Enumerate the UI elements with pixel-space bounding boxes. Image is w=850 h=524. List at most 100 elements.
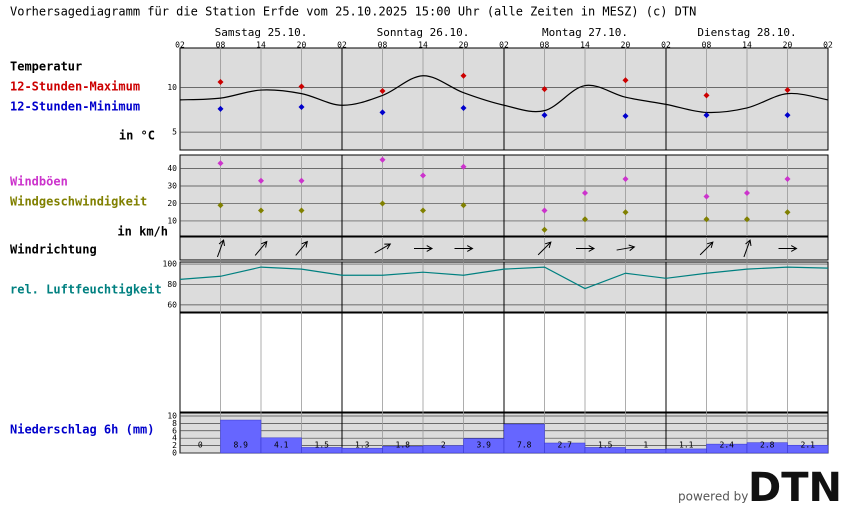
point (298, 83, 305, 90)
wind-arrow (743, 239, 752, 258)
bar-label: 1 (643, 441, 648, 450)
legend-speed: Windgeschwindigkeit (10, 195, 147, 209)
point (217, 160, 224, 167)
point (784, 175, 791, 182)
wind-arrow (254, 240, 268, 256)
bar (625, 449, 667, 454)
humidity-label: rel. Luftfeuchtigkeit (10, 283, 162, 297)
wind-arrow (414, 245, 434, 252)
point (784, 87, 791, 94)
time-tick-label: 14 (418, 41, 428, 50)
wind-arrow (576, 245, 596, 252)
bar (220, 419, 262, 454)
point (541, 207, 548, 214)
time-tick-label: 20 (621, 41, 631, 50)
point (258, 207, 264, 214)
bar-label: 8.9 (234, 441, 249, 450)
bar (787, 444, 829, 454)
point (541, 86, 548, 93)
wind-arrow (295, 240, 308, 256)
y-tick-label: 6 (172, 426, 177, 435)
bar-label: 0 (198, 441, 203, 450)
bar-label: 2.8 (760, 441, 775, 450)
point (622, 175, 629, 182)
point (541, 226, 548, 233)
point (582, 216, 588, 223)
time-tick-label: 02 (175, 41, 185, 50)
bar (503, 423, 545, 454)
point (622, 77, 629, 84)
time-tick-label: 02 (661, 41, 671, 50)
day-label: Montag 27.10. (542, 26, 628, 39)
y-tick-label: 40 (167, 164, 177, 173)
y-tick-label: 4 (172, 434, 177, 443)
time-tick-label: 02 (823, 41, 833, 50)
powered-by: powered by (678, 490, 748, 504)
y-tick-label: 8 (172, 419, 177, 428)
point (379, 200, 386, 207)
point (784, 209, 791, 216)
point (622, 113, 629, 119)
bar-label: 2 (441, 441, 446, 450)
point (744, 189, 750, 196)
title: Vorhersagediagramm für die Station Erfde… (10, 5, 696, 19)
wind-unit: in km/h (117, 225, 168, 239)
bar (260, 437, 302, 454)
point (258, 177, 264, 184)
y-tick-label: 80 (167, 280, 177, 289)
y-tick-label: 60 (167, 300, 177, 309)
bar (665, 448, 707, 454)
bar-label: 4.1 (274, 441, 289, 450)
logo: DTN (748, 465, 842, 511)
point (217, 79, 224, 85)
point (744, 216, 750, 223)
bar-label: 2.4 (720, 441, 735, 450)
time-tick-label: 02 (337, 41, 347, 50)
data-line (179, 75, 829, 114)
time-tick-label: 14 (580, 41, 590, 50)
bar-label: 2.7 (558, 441, 573, 450)
point (622, 209, 629, 216)
point (703, 92, 710, 99)
y-tick-label: 30 (167, 181, 177, 190)
precip-label: Niederschlag 6h (mm) (10, 423, 155, 437)
y-tick-label: 10 (167, 216, 177, 225)
y-tick-label: 100 (163, 260, 178, 269)
point (541, 112, 548, 119)
point (298, 104, 305, 111)
bar-label: 7.8 (517, 441, 532, 450)
time-tick-label: 08 (540, 41, 550, 50)
y-tick-label: 10 (167, 83, 177, 92)
y-tick-label: 10 (167, 411, 177, 420)
point (298, 207, 305, 214)
y-tick-label: 2 (172, 441, 177, 450)
time-tick-label: 08 (378, 41, 388, 50)
y-tick-label: 5 (172, 128, 177, 137)
time-tick-label: 08 (216, 41, 226, 50)
bar-label: 1.5 (315, 441, 330, 450)
legend-min: 12-Stunden-Minimum (10, 100, 140, 114)
direction-label: Windrichtung (10, 243, 97, 257)
point (420, 207, 426, 214)
point (379, 109, 386, 116)
point (379, 156, 386, 163)
wind-arrow (216, 239, 225, 258)
bar-label: 1.3 (355, 441, 370, 450)
point (460, 72, 467, 79)
point (217, 202, 224, 209)
data-line (179, 266, 829, 290)
bar-label: 2.1 (801, 441, 816, 450)
bar-label: 1.8 (396, 441, 411, 450)
temp-unit: in °C (119, 129, 155, 143)
point (420, 172, 426, 179)
time-tick-label: 14 (256, 41, 266, 50)
day-label: Sonntag 26.10. (377, 26, 470, 39)
point (460, 202, 467, 209)
point (784, 112, 791, 119)
y-tick-label: 20 (167, 199, 177, 208)
point (217, 105, 224, 112)
wind-arrow (374, 243, 392, 254)
time-tick-label: 02 (499, 41, 509, 50)
time-tick-label: 20 (459, 41, 469, 50)
wind-arrow (537, 241, 552, 256)
